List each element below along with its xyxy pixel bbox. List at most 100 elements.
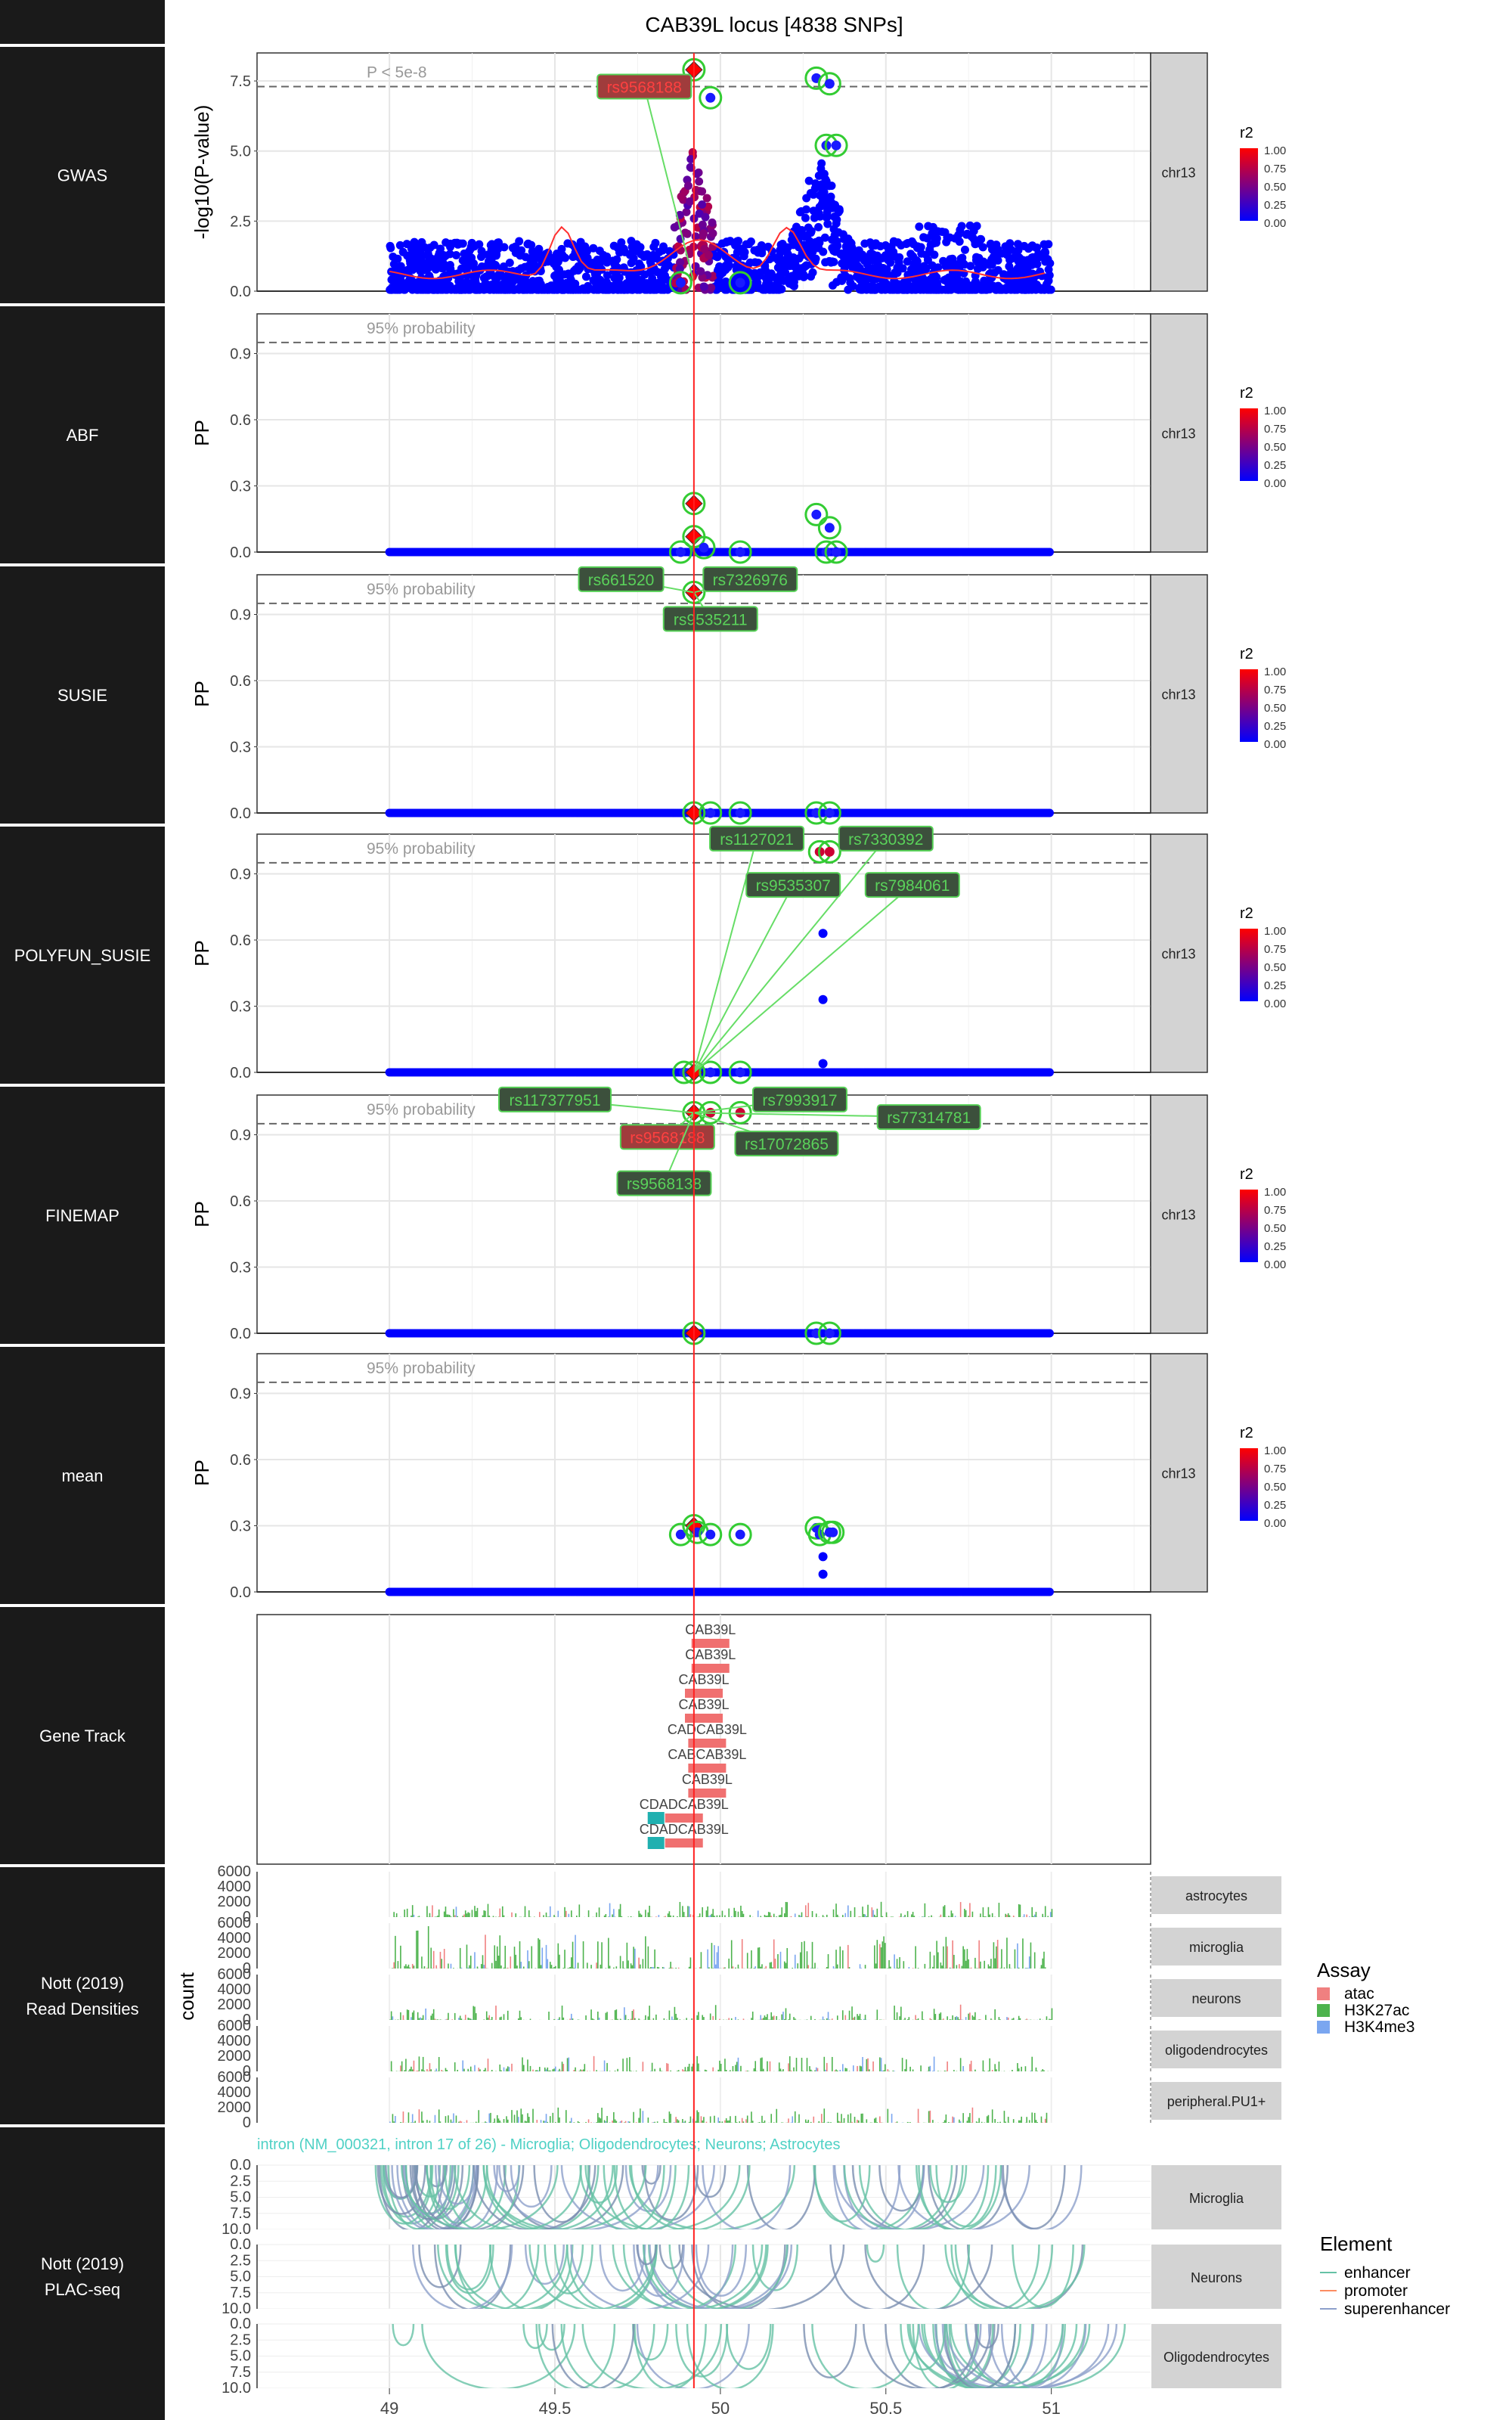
density-bar bbox=[672, 1915, 674, 1917]
data-point bbox=[940, 228, 950, 237]
snp-label-text: rs661520 bbox=[588, 572, 655, 589]
density-bar bbox=[656, 1966, 658, 1969]
density-bar bbox=[707, 1907, 708, 1917]
density-bar bbox=[742, 1913, 745, 1917]
data-point bbox=[773, 256, 782, 265]
data-point bbox=[832, 237, 841, 246]
snp-label-text: rs7984061 bbox=[875, 877, 950, 895]
density-bar bbox=[622, 1961, 624, 1969]
density-bar bbox=[688, 1966, 690, 1969]
sidebar-band bbox=[0, 2127, 165, 2420]
data-point bbox=[780, 257, 789, 266]
density-bar bbox=[1009, 1915, 1011, 1917]
highlight-point bbox=[824, 1328, 835, 1339]
density-bar bbox=[613, 1967, 615, 1969]
density-bar bbox=[675, 1967, 677, 1969]
data-point bbox=[950, 234, 959, 243]
data-point bbox=[713, 253, 722, 262]
threshold-label: 95% probability bbox=[367, 840, 476, 858]
density-bar bbox=[982, 1907, 984, 1917]
data-point bbox=[411, 279, 420, 288]
density-bar bbox=[650, 1966, 652, 1969]
density-bar bbox=[577, 1962, 579, 1969]
data-point bbox=[1045, 808, 1054, 818]
density-bar bbox=[395, 1935, 396, 1969]
data-point bbox=[426, 243, 435, 252]
data-point bbox=[602, 285, 611, 294]
highlight-ring bbox=[804, 66, 829, 90]
y-tick-label: 0.9 bbox=[230, 1128, 251, 1144]
density-bar bbox=[753, 1968, 755, 1969]
density-bar bbox=[631, 1965, 634, 1969]
density-bar bbox=[761, 1964, 763, 1969]
density-bar bbox=[482, 1915, 484, 1917]
data-point bbox=[797, 225, 806, 234]
panel-susie: 0.0 0.3 0.6 0.9 95% probability PP chr13 rs6615… bbox=[191, 566, 1208, 825]
density-bar bbox=[899, 1916, 900, 1917]
density-bar bbox=[642, 1959, 644, 1969]
density-bar bbox=[749, 1915, 751, 1917]
data-point bbox=[1027, 260, 1036, 269]
gene-label: CADCAB39L bbox=[668, 1722, 747, 1737]
data-point bbox=[943, 284, 953, 293]
density-bar bbox=[952, 1913, 953, 1917]
data-point bbox=[882, 265, 891, 274]
snp-label-text: rs77314781 bbox=[887, 1109, 971, 1127]
density-bar bbox=[612, 1914, 613, 1917]
density-bar bbox=[417, 1930, 419, 1969]
density-bar bbox=[619, 1956, 621, 1969]
data-point bbox=[589, 244, 598, 253]
highlight-point bbox=[811, 509, 822, 520]
threshold-label: 95% probability bbox=[367, 320, 476, 337]
density-bar bbox=[968, 1916, 969, 1917]
y-tick-label: 0.3 bbox=[230, 1519, 251, 1535]
density-bar bbox=[474, 1906, 476, 1917]
density-bar bbox=[482, 1955, 484, 1969]
density-bar bbox=[822, 1915, 824, 1917]
data-point bbox=[651, 238, 660, 247]
data-point bbox=[480, 262, 489, 271]
density-bar bbox=[392, 1968, 394, 1969]
data-point bbox=[900, 278, 909, 287]
data-point bbox=[603, 271, 612, 280]
y-tick-label: 0.3 bbox=[230, 479, 251, 495]
density-bar bbox=[733, 1907, 735, 1917]
density-bar bbox=[911, 1914, 912, 1917]
density-bar bbox=[522, 1966, 525, 1969]
panel-read-densities: count0200040006000astrocytes020004000600… bbox=[175, 1863, 1281, 2131]
highlight-point bbox=[824, 523, 835, 533]
density-bar bbox=[497, 1955, 500, 1969]
density-bar bbox=[900, 1913, 902, 1917]
density-bar bbox=[548, 1916, 550, 1917]
density-bar bbox=[462, 1916, 464, 1917]
highlight-ring bbox=[728, 271, 752, 295]
y-tick-label: 2.5 bbox=[230, 213, 251, 230]
density-bar bbox=[658, 1967, 660, 1969]
facet-strip bbox=[1150, 313, 1208, 553]
data-point bbox=[832, 219, 841, 228]
data-point bbox=[860, 239, 869, 248]
data-point bbox=[494, 238, 503, 247]
density-bar bbox=[432, 1905, 433, 1917]
data-point bbox=[854, 246, 863, 255]
density-bar bbox=[487, 1903, 489, 1917]
y-tick-label: 0.0 bbox=[230, 284, 251, 300]
density-bar bbox=[943, 1906, 944, 1917]
density-bar bbox=[871, 1907, 873, 1917]
density-bar bbox=[553, 1915, 555, 1917]
data-point bbox=[563, 239, 572, 248]
data-point bbox=[595, 247, 604, 256]
y-tick-label: 0.0 bbox=[230, 1326, 251, 1342]
density-bar bbox=[571, 1957, 572, 1969]
data-point bbox=[978, 285, 987, 294]
density-bar bbox=[679, 1901, 681, 1917]
highlight-ring bbox=[668, 271, 692, 295]
facet-label: chr13 bbox=[1161, 687, 1195, 703]
data-point bbox=[876, 242, 885, 251]
snp-label-text: rs9568138 bbox=[627, 1176, 702, 1193]
data-point bbox=[722, 237, 731, 247]
panels: 0.0 2.5 5.0 7.5 P < 5e-8 -log10(P-value) chr13… bbox=[175, 52, 1281, 2418]
data-point bbox=[784, 274, 793, 283]
data-point bbox=[917, 249, 926, 258]
density-bar bbox=[903, 1916, 905, 1917]
